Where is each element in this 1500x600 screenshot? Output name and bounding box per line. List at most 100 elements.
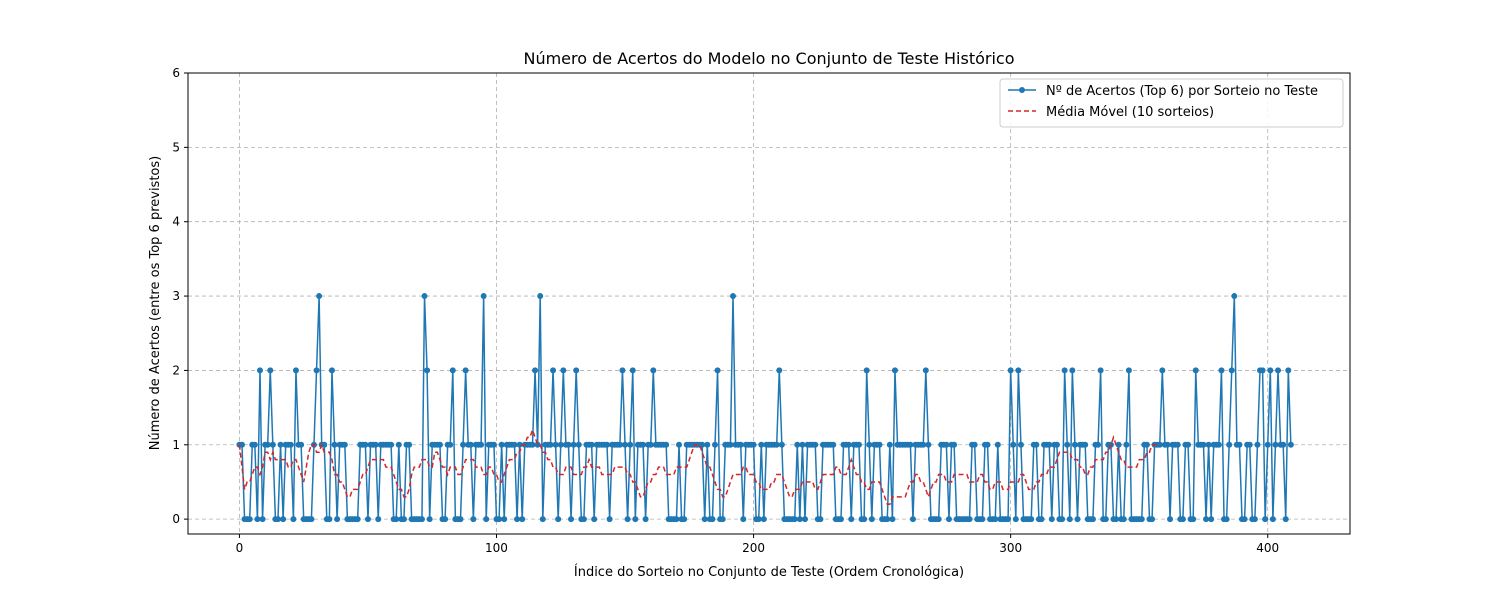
data-point xyxy=(1190,516,1197,523)
data-point xyxy=(395,441,402,448)
data-point xyxy=(290,516,297,523)
data-point xyxy=(1264,441,1271,448)
data-point xyxy=(1074,516,1081,523)
data-point xyxy=(1267,367,1274,374)
data-point xyxy=(550,367,557,374)
data-point xyxy=(1241,516,1248,523)
data-point xyxy=(287,441,294,448)
data-point xyxy=(629,367,636,374)
data-point xyxy=(945,516,952,523)
data-point xyxy=(848,516,855,523)
chart-title: Número de Acertos do Modelo no Conjunto … xyxy=(523,49,1014,68)
data-point xyxy=(308,516,315,523)
data-point xyxy=(740,516,747,523)
data-point xyxy=(457,516,464,523)
data-point xyxy=(1115,441,1122,448)
data-point xyxy=(267,367,274,374)
data-point xyxy=(1164,441,1171,448)
data-point xyxy=(1285,367,1292,374)
data-point xyxy=(984,441,991,448)
data-point xyxy=(681,516,688,523)
data-point xyxy=(400,516,407,523)
data-point xyxy=(863,367,870,374)
data-point xyxy=(436,441,443,448)
data-point xyxy=(591,516,598,523)
data-point xyxy=(992,516,999,523)
data-point xyxy=(1223,516,1230,523)
data-point xyxy=(663,441,670,448)
data-point xyxy=(1236,441,1243,448)
data-point xyxy=(575,441,582,448)
data-point xyxy=(727,441,734,448)
data-point xyxy=(801,516,808,523)
data-point xyxy=(624,516,631,523)
legend-marker-acertos xyxy=(1019,87,1025,93)
x-tick-label: 400 xyxy=(1256,541,1279,555)
data-point xyxy=(855,441,862,448)
data-point xyxy=(565,441,572,448)
y-axis-label: Número de Acertos (entre os Top 6 previs… xyxy=(148,156,163,450)
data-point xyxy=(568,516,575,523)
data-point xyxy=(254,516,261,523)
data-point xyxy=(1280,441,1287,448)
data-point xyxy=(676,441,683,448)
data-point xyxy=(292,367,299,374)
y-tick-label: 2 xyxy=(172,363,180,377)
data-point xyxy=(537,293,544,300)
data-point xyxy=(1038,516,1045,523)
data-point xyxy=(321,441,328,448)
data-point xyxy=(264,441,271,448)
data-point xyxy=(1064,441,1071,448)
data-point xyxy=(951,441,958,448)
data-point xyxy=(640,441,647,448)
data-point xyxy=(891,367,898,374)
data-point xyxy=(354,516,361,523)
data-point xyxy=(480,293,487,300)
data-point xyxy=(274,516,281,523)
x-tick-label: 300 xyxy=(999,541,1022,555)
data-point xyxy=(375,516,382,523)
data-point xyxy=(573,367,580,374)
series-media-movel-line xyxy=(238,427,1158,506)
data-point xyxy=(796,516,803,523)
data-point xyxy=(529,441,536,448)
data-point xyxy=(1125,367,1132,374)
legend-box xyxy=(999,78,1344,128)
data-point xyxy=(1048,516,1055,523)
data-point xyxy=(532,367,539,374)
data-point xyxy=(750,441,757,448)
data-point xyxy=(277,441,284,448)
x-tick-label: 100 xyxy=(485,541,508,555)
data-point xyxy=(886,441,893,448)
data-point xyxy=(1159,367,1166,374)
data-point xyxy=(341,441,348,448)
data-point xyxy=(1015,367,1022,374)
data-point xyxy=(539,516,546,523)
data-point xyxy=(704,441,711,448)
data-point xyxy=(812,441,819,448)
data-point xyxy=(331,441,338,448)
data-point xyxy=(1156,441,1163,448)
data-point xyxy=(334,516,341,523)
data-point xyxy=(650,367,657,374)
data-point xyxy=(280,516,287,523)
data-point xyxy=(1185,441,1192,448)
data-point xyxy=(426,516,433,523)
data-point xyxy=(619,367,626,374)
data-point xyxy=(496,516,503,523)
data-point xyxy=(1061,367,1068,374)
data-point xyxy=(1017,441,1024,448)
data-point xyxy=(501,516,508,523)
data-point xyxy=(971,441,978,448)
data-point xyxy=(861,516,868,523)
data-point xyxy=(1205,441,1212,448)
data-point xyxy=(889,516,896,523)
data-point xyxy=(794,441,801,448)
data-point xyxy=(514,516,521,523)
data-point xyxy=(470,516,477,523)
data-point xyxy=(1082,441,1089,448)
data-point xyxy=(259,516,266,523)
data-point xyxy=(719,516,726,523)
data-point xyxy=(1012,516,1019,523)
data-point xyxy=(238,441,245,448)
